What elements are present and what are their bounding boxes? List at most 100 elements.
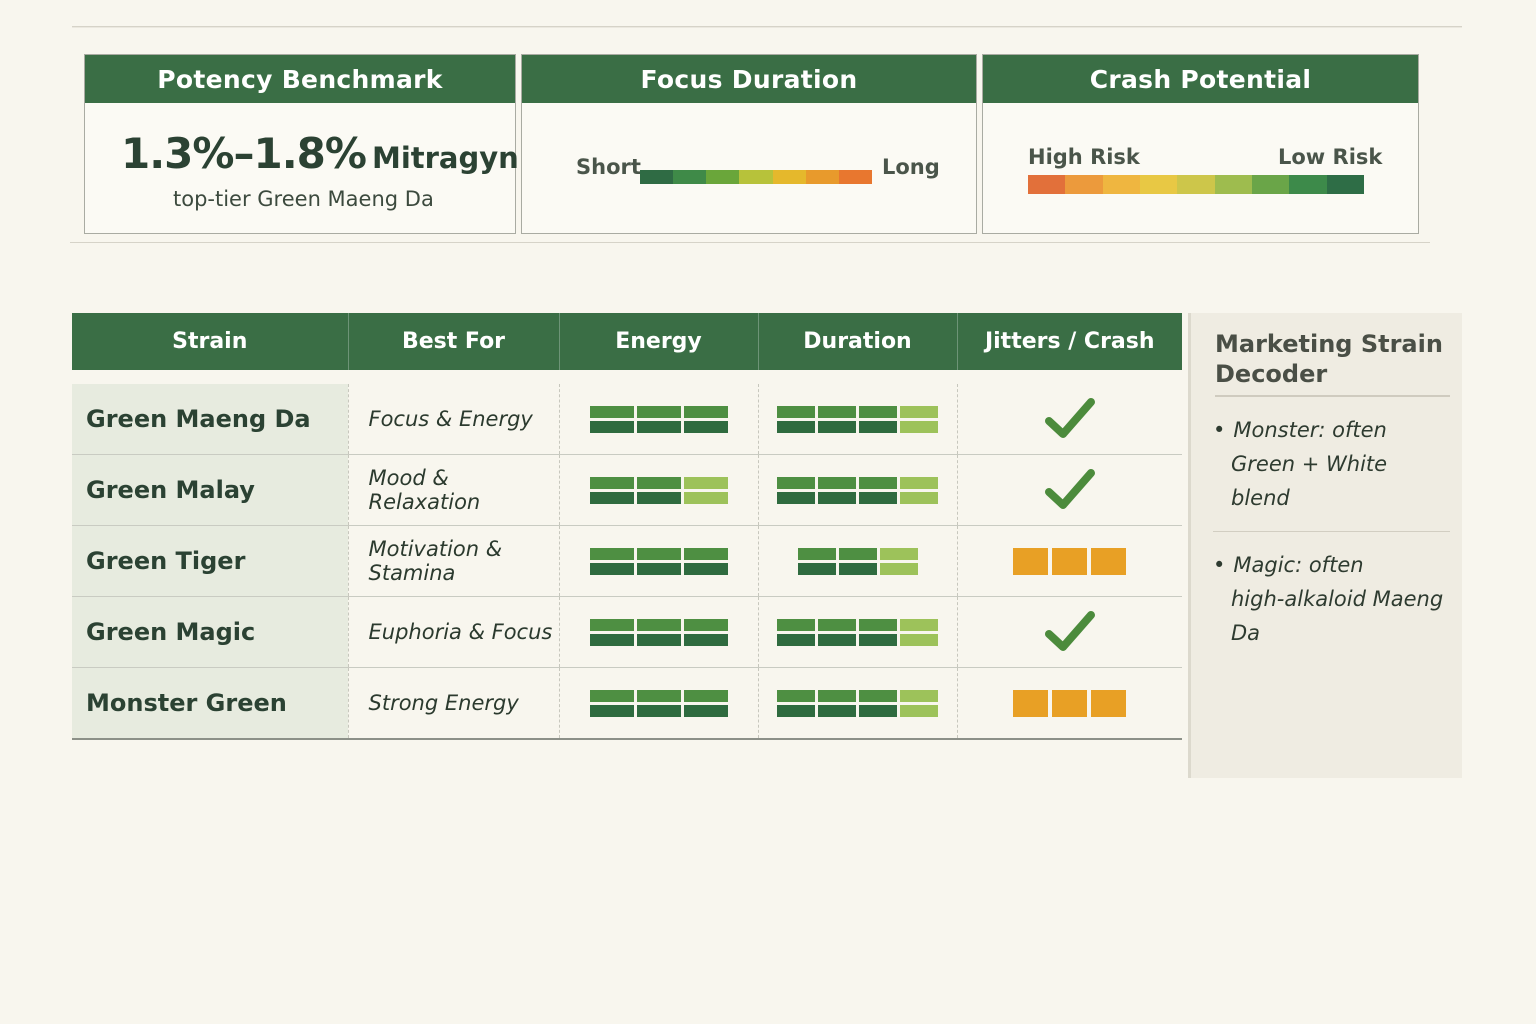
best-for-cell: Euphoria & Focus	[348, 596, 560, 668]
potency-subtitle: top-tier Green Maeng Da	[173, 187, 434, 211]
energy-meter-block	[683, 562, 728, 575]
crash-scale-segment	[1028, 175, 1066, 194]
note-line: high-alkaloid Maeng Da	[1231, 587, 1444, 645]
warning-block	[1052, 689, 1088, 717]
decoder-note: • Monster: often Green + White blend	[1213, 397, 1450, 531]
duration-meter	[777, 689, 938, 717]
duration-meter-block	[859, 618, 897, 631]
duration-meter-block	[818, 476, 856, 489]
duration-meter-block	[818, 405, 856, 418]
duration-meter-block	[900, 491, 938, 504]
crash-scale-segment	[1065, 175, 1103, 194]
note-line: Magic: often	[1233, 553, 1364, 577]
table-row: Monster Green Strong Energy	[72, 667, 1182, 740]
energy-meter-block	[636, 405, 681, 418]
duration-meter-block	[900, 689, 938, 702]
energy-meter-block	[589, 491, 634, 504]
duration-cell	[758, 370, 958, 455]
duration-meter-block	[859, 689, 897, 702]
checkmark-icon	[1044, 611, 1095, 651]
col-header-jitters-crash: Jitters / Crash	[957, 313, 1182, 377]
strain-name-cell: Monster Green	[72, 667, 349, 740]
jitters-crash-cell	[957, 596, 1182, 668]
warning-block	[1013, 689, 1049, 717]
crash-warning-indicator	[1013, 689, 1127, 717]
energy-meter-block	[589, 405, 634, 418]
duration-meter-block	[777, 491, 815, 504]
jitters-crash-cell	[957, 525, 1182, 597]
focus-card-title: Focus Duration	[522, 55, 976, 103]
duration-meter	[777, 618, 938, 646]
energy-meter	[589, 476, 728, 504]
focus-long-label: Long	[882, 155, 940, 179]
table-row: Green Tiger Motivation & Stamina	[72, 525, 1182, 597]
bullet-icon: •	[1213, 553, 1226, 577]
energy-meter-block	[636, 689, 681, 702]
energy-meter-block	[683, 618, 728, 631]
duration-meter-block	[777, 405, 815, 418]
energy-meter-block	[589, 420, 634, 433]
duration-meter-block	[838, 547, 877, 560]
jitters-crash-cell	[957, 667, 1182, 740]
focus-duration-scale	[640, 170, 872, 184]
duration-meter-block	[900, 704, 938, 717]
strain-name-cell: Green Malay	[72, 454, 349, 526]
duration-meter-block	[797, 562, 836, 575]
checkmark-icon	[1044, 398, 1095, 438]
focus-scale-segment	[706, 170, 740, 184]
energy-meter-block	[589, 704, 634, 717]
energy-meter-block	[589, 476, 634, 489]
energy-meter-block	[589, 547, 634, 560]
duration-meter-block	[777, 704, 815, 717]
warning-block	[1013, 547, 1049, 575]
energy-meter-block	[636, 476, 681, 489]
energy-cell	[559, 596, 759, 668]
energy-meter-block	[636, 547, 681, 560]
duration-meter	[777, 476, 938, 504]
energy-meter-block	[636, 704, 681, 717]
duration-cell	[758, 525, 958, 597]
best-for-cell: Focus & Energy	[348, 370, 560, 455]
energy-meter-block	[683, 405, 728, 418]
crash-risk-scale	[1028, 175, 1364, 194]
crash-scale-segment	[1251, 175, 1290, 194]
duration-meter-block	[818, 491, 856, 504]
duration-meter-block	[900, 420, 938, 433]
duration-meter-block	[818, 633, 856, 646]
note-line: Green + White blend	[1231, 452, 1388, 510]
duration-meter-block	[859, 491, 897, 504]
duration-meter-block	[859, 633, 897, 646]
strain-name-cell: Green Maeng Da	[72, 370, 349, 455]
focus-scale-segment	[772, 170, 806, 184]
energy-cell	[559, 370, 759, 455]
energy-cell	[559, 454, 759, 526]
warning-block	[1091, 547, 1127, 575]
energy-cell	[559, 525, 759, 597]
duration-meter-block	[859, 704, 897, 717]
energy-meter-block	[683, 633, 728, 646]
duration-meter-block	[900, 618, 938, 631]
strain-name-cell: Green Tiger	[72, 525, 349, 597]
warning-block	[1091, 689, 1127, 717]
section-divider	[70, 242, 1430, 243]
table-row: Green Malay Mood & Relaxation	[72, 454, 1182, 526]
energy-meter-block	[683, 420, 728, 433]
table-row: Green Magic Euphoria & Focus	[72, 596, 1182, 668]
energy-meter-block	[589, 633, 634, 646]
duration-meter-block	[818, 704, 856, 717]
potency-value-line: 1.3%–1.8% Mitragynine	[121, 129, 569, 178]
focus-duration-card: Focus Duration Short Long	[521, 54, 977, 234]
best-for-cell: Motivation & Stamina	[348, 525, 560, 597]
energy-meter-block	[636, 420, 681, 433]
potency-card-title: Potency Benchmark	[85, 55, 515, 103]
crash-scale-segment	[1214, 175, 1252, 194]
focus-scale-segment	[838, 170, 872, 184]
crash-warning-indicator	[1013, 547, 1127, 575]
crash-high-risk-label: High Risk	[1028, 145, 1140, 169]
duration-meter-block	[859, 420, 897, 433]
duration-meter-block	[879, 547, 918, 560]
energy-meter	[589, 547, 728, 575]
duration-meter-block	[879, 562, 918, 575]
duration-meter-block	[818, 689, 856, 702]
checkmark-icon	[1044, 469, 1095, 509]
